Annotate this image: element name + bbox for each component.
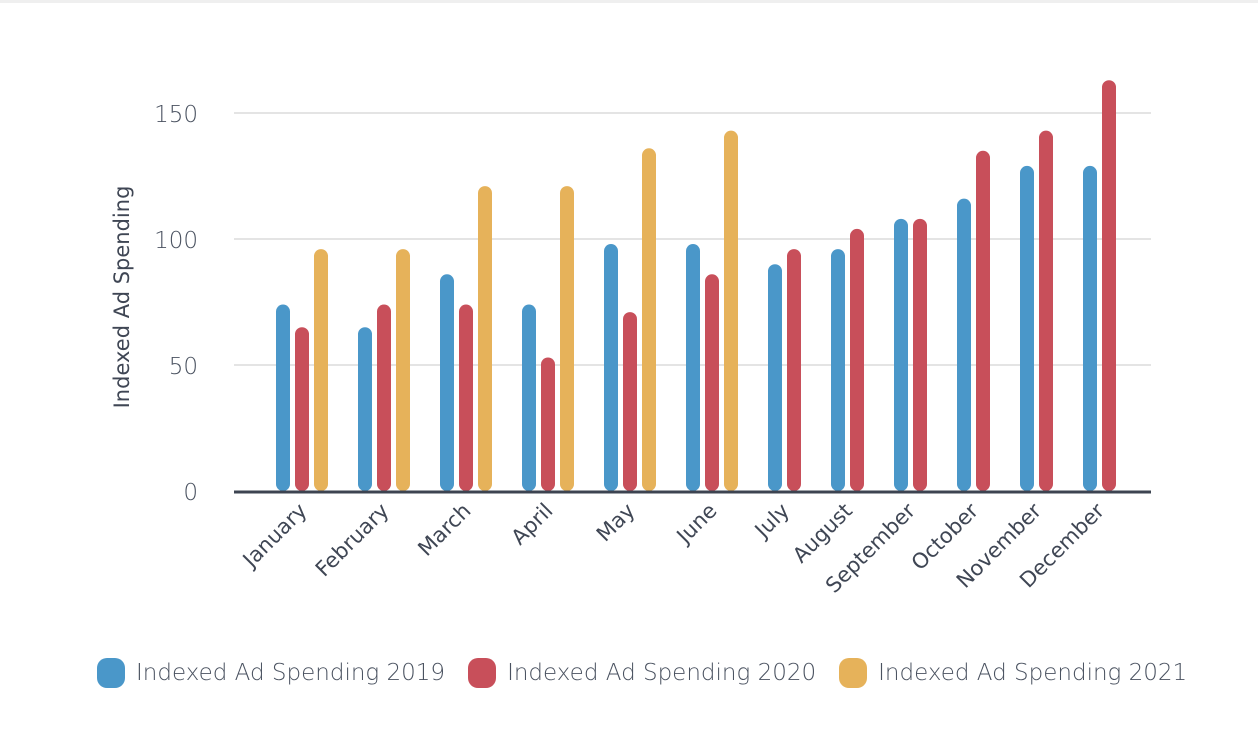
bar-august-2020[interactable] — [850, 228, 864, 492]
bar-march-2019[interactable] — [440, 274, 454, 491]
bar-december-2020[interactable] — [1102, 80, 1116, 492]
x-tick-label: January — [237, 499, 312, 574]
bar-october-2019[interactable] — [957, 198, 971, 491]
bar-june-2021[interactable] — [724, 130, 738, 491]
y-axis-ticks: 0 50 100 150 — [154, 102, 198, 506]
bar-november-2019[interactable] — [1020, 165, 1034, 492]
bar-september-2020[interactable] — [913, 218, 927, 491]
bar-january-2020[interactable] — [295, 327, 309, 491]
y-tick-label: 0 — [183, 480, 198, 506]
legend-label-2020: Indexed Ad Spending 2020 — [507, 660, 817, 686]
y-tick-label: 100 — [154, 228, 198, 254]
legend-swatch-2021 — [839, 658, 868, 688]
bar-september-2019[interactable] — [894, 218, 908, 491]
bar-may-2021[interactable] — [642, 148, 656, 491]
y-tick-label: 50 — [169, 354, 198, 380]
x-tick-label: May — [592, 499, 640, 547]
legend: Indexed Ad Spending 2019 Indexed Ad Spen… — [97, 657, 1210, 689]
bar-july-2020[interactable] — [787, 249, 801, 491]
bar-january-2019[interactable] — [276, 304, 290, 491]
bar-august-2019[interactable] — [831, 249, 845, 491]
bar-november-2020[interactable] — [1039, 130, 1053, 491]
bar-october-2020[interactable] — [976, 150, 990, 492]
legend-item-2021[interactable]: Indexed Ad Spending 2021 — [839, 658, 1187, 688]
legend-swatch-2019 — [97, 658, 125, 688]
legend-label-2019: Indexed Ad Spending 2019 — [136, 660, 446, 686]
x-tick-label: February — [311, 499, 394, 582]
bar-april-2019[interactable] — [522, 304, 536, 491]
legend-item-2019[interactable]: Indexed Ad Spending 2019 — [97, 658, 445, 688]
bar-may-2019[interactable] — [604, 244, 618, 491]
bar-june-2019[interactable] — [686, 244, 700, 491]
bar-february-2020[interactable] — [377, 304, 391, 491]
bar-february-2019[interactable] — [358, 327, 372, 491]
bar-april-2021[interactable] — [560, 186, 574, 491]
x-axis-labels: January February March April May June JulyAugu… — [237, 498, 1109, 597]
x-tick-label: July — [749, 499, 794, 544]
y-axis-title: Indexed Ad Spending — [110, 186, 134, 409]
x-tick-label: March — [413, 499, 475, 561]
x-tick-label: April — [507, 499, 558, 550]
legend-item-2020[interactable]: Indexed Ad Spending 2020 — [468, 658, 816, 688]
bar-december-2019[interactable] — [1083, 165, 1097, 492]
legend-label-2021: Indexed Ad Spending 2021 — [878, 660, 1188, 686]
bar-march-2020[interactable] — [459, 304, 473, 491]
bar-july-2019[interactable] — [768, 264, 782, 491]
y-tick-label: 150 — [154, 102, 198, 128]
bar-may-2020[interactable] — [623, 312, 637, 491]
bar-march-2021[interactable] — [478, 186, 492, 491]
bars — [276, 80, 1116, 492]
bar-june-2020[interactable] — [705, 274, 719, 491]
bar-january-2021[interactable] — [314, 249, 328, 491]
bar-february-2021[interactable] — [396, 249, 410, 491]
top-strip — [0, 0, 1258, 3]
bar-april-2020[interactable] — [541, 357, 555, 491]
legend-swatch-2020 — [468, 658, 497, 688]
x-tick-label: June — [671, 499, 722, 550]
